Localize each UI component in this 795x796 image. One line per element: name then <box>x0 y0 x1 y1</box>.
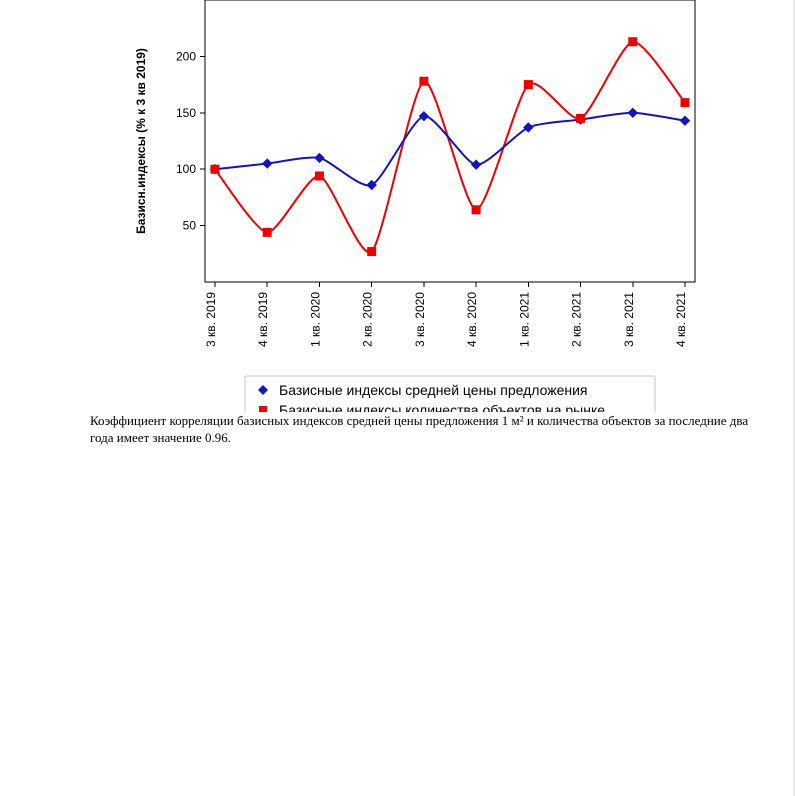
x-tick-label: 4 кв. 2019 <box>256 292 270 347</box>
data-point <box>524 123 533 132</box>
x-tick-label: 3 кв. 2021 <box>622 292 636 347</box>
data-point <box>472 160 481 169</box>
series-line <box>215 113 685 186</box>
x-tick-label: 4 кв. 2020 <box>465 292 479 347</box>
x-tick-label: 2 кв. 2021 <box>570 292 584 347</box>
x-tick-label: 2 кв. 2020 <box>361 292 375 347</box>
data-point <box>472 206 480 214</box>
y-tick-label: 200 <box>176 49 196 63</box>
data-point <box>629 38 637 46</box>
page: 50 100 150 200 3 кв. 2019 4 кв. 2019 1 кв. 202… <box>0 0 795 796</box>
y-axis-label: Базисн.индексы (% к 3 кв 2019) <box>134 48 148 234</box>
data-point <box>577 114 585 122</box>
data-point <box>263 228 271 236</box>
data-point <box>263 159 272 168</box>
legend-label: Базисные индексы средней цены предложени… <box>279 382 588 398</box>
caption-text: Коэффициент корреляции базисных индексов… <box>90 413 750 447</box>
legend-label: Базисные индексы количества объектов на … <box>279 402 605 412</box>
y-tick-label: 100 <box>176 162 196 176</box>
data-point <box>681 99 689 107</box>
data-point <box>420 77 428 85</box>
x-tick-label: 1 кв. 2021 <box>517 292 531 347</box>
x-tick-label: 1 кв. 2020 <box>308 292 322 347</box>
data-point <box>368 248 376 256</box>
x-tick-label: 3 кв. 2020 <box>413 292 427 347</box>
y-tick-label: 50 <box>183 219 197 233</box>
chart-svg: 50 100 150 200 3 кв. 2019 4 кв. 2019 1 кв. 202… <box>95 0 710 412</box>
x-tick-label: 4 кв. 2021 <box>674 292 688 347</box>
chart-container: 50 100 150 200 3 кв. 2019 4 кв. 2019 1 кв. 202… <box>95 0 710 412</box>
data-point <box>681 116 690 125</box>
data-point <box>524 81 532 89</box>
series-line <box>215 42 685 253</box>
x-tick-label: 3 кв. 2019 <box>204 292 218 347</box>
data-point <box>211 165 219 173</box>
y-tick-label: 150 <box>176 106 196 120</box>
data-point <box>315 153 324 162</box>
data-point <box>419 112 428 121</box>
data-point <box>628 108 637 117</box>
data-point <box>315 172 323 180</box>
